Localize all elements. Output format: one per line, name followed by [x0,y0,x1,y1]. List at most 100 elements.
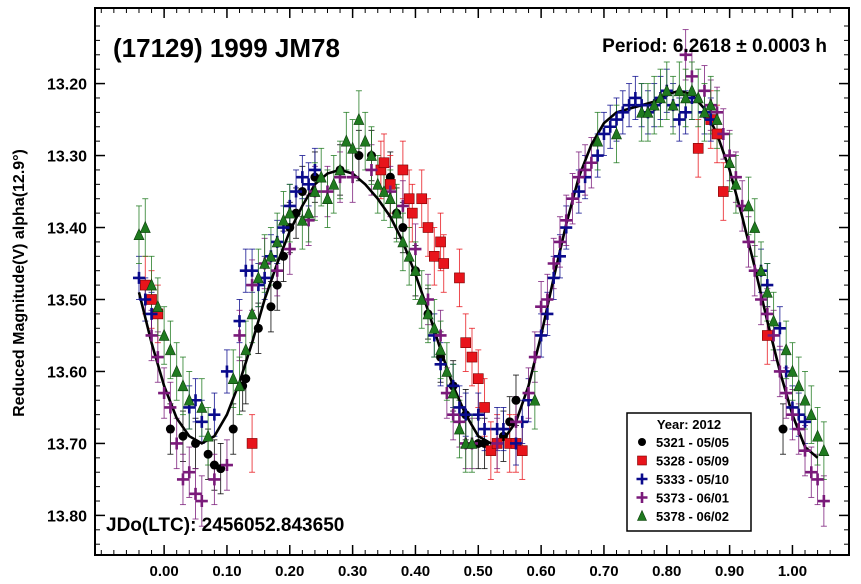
data-point [434,329,447,342]
data-point [308,163,321,176]
legend-marker [638,438,646,446]
data-point [132,271,145,284]
data-point [252,271,264,284]
data-point [767,329,780,342]
data-point [778,424,788,434]
data-point [479,402,490,413]
error-bars [135,29,827,527]
data-point [151,351,164,364]
y-tick-label: 13.40 [47,221,87,238]
data-point [592,134,604,147]
y-tick-label: 13.80 [47,508,87,525]
data-point [730,177,742,190]
data-point [178,431,188,441]
data-point [529,393,541,406]
data-point [428,251,440,262]
data-point [535,329,548,342]
data-point [158,328,170,341]
x-tick-label: 0.80 [652,563,681,580]
data-point [397,235,409,248]
y-tick-label: 13.30 [47,149,87,166]
data-point [189,487,202,500]
data-point [246,307,258,320]
data-point [220,459,233,472]
data-point [705,98,717,111]
data-point [585,156,598,169]
data-point [742,235,755,248]
legend-marker [636,473,648,485]
data-point [761,307,774,320]
data-point [272,280,282,290]
data-point [692,143,704,154]
data-point [547,271,560,284]
data-point [384,192,396,205]
data-point [315,170,327,183]
data-point [511,395,521,405]
data-point [353,112,365,125]
data-point [183,393,195,406]
data-point [755,263,767,277]
data-point [346,171,359,184]
data-point [347,141,359,154]
y-tick-label: 13.50 [47,292,87,309]
legend-entry-label: 5321 - 05/05 [656,435,729,450]
data-point [611,127,622,140]
legend: Year: 2012 5321 - 05/05 5328 - 05/09 5333 … [626,412,752,532]
data-point [183,466,196,479]
data-point [541,293,554,306]
data-point [170,437,183,450]
data-point [616,106,629,119]
data-point [604,120,617,133]
data-point [623,99,636,112]
data-point [642,105,654,118]
data-point [271,264,284,277]
data-point [786,408,799,421]
legend-marker [637,455,647,466]
data-point [472,408,485,421]
legend-entry-label: 5373 - 06/01 [656,491,729,506]
data-point [780,387,793,400]
x-tick-label: 0.30 [338,563,367,580]
data-point [661,84,673,97]
data-point [203,449,213,459]
data-point [366,148,377,161]
x-tick-label: 0.50 [464,563,493,580]
data-point [271,235,283,248]
data-point [340,134,352,147]
data-point [509,437,522,450]
data-point [566,192,579,205]
data-point [422,222,434,233]
data-point [454,272,465,284]
data-point [403,193,415,205]
data-point [241,374,251,384]
data-point [717,127,730,140]
data-point [290,185,303,198]
data-point [372,177,384,190]
period-label: Period: 6.2618 ± 0.0003 h [602,36,827,57]
data-point [610,113,623,126]
data-point [743,199,754,212]
data-point [246,438,258,449]
y-tick-label: 13.60 [47,364,87,381]
data-point [692,91,704,104]
legend-marker [636,492,648,503]
data-point [253,323,263,333]
data-point [453,422,465,435]
legend-box [626,412,752,532]
data-point [435,343,447,356]
data-point [799,415,812,428]
data-point [158,387,171,400]
data-point [438,258,450,269]
data-point [228,424,238,434]
data-point [441,364,453,377]
data-point [793,379,805,392]
data-point [648,98,660,111]
data-point [220,365,233,378]
data-point [378,157,390,169]
data-point [711,112,723,125]
data-point [171,364,183,377]
data-point [541,307,554,320]
data-point [409,243,422,256]
data-point [685,70,698,83]
